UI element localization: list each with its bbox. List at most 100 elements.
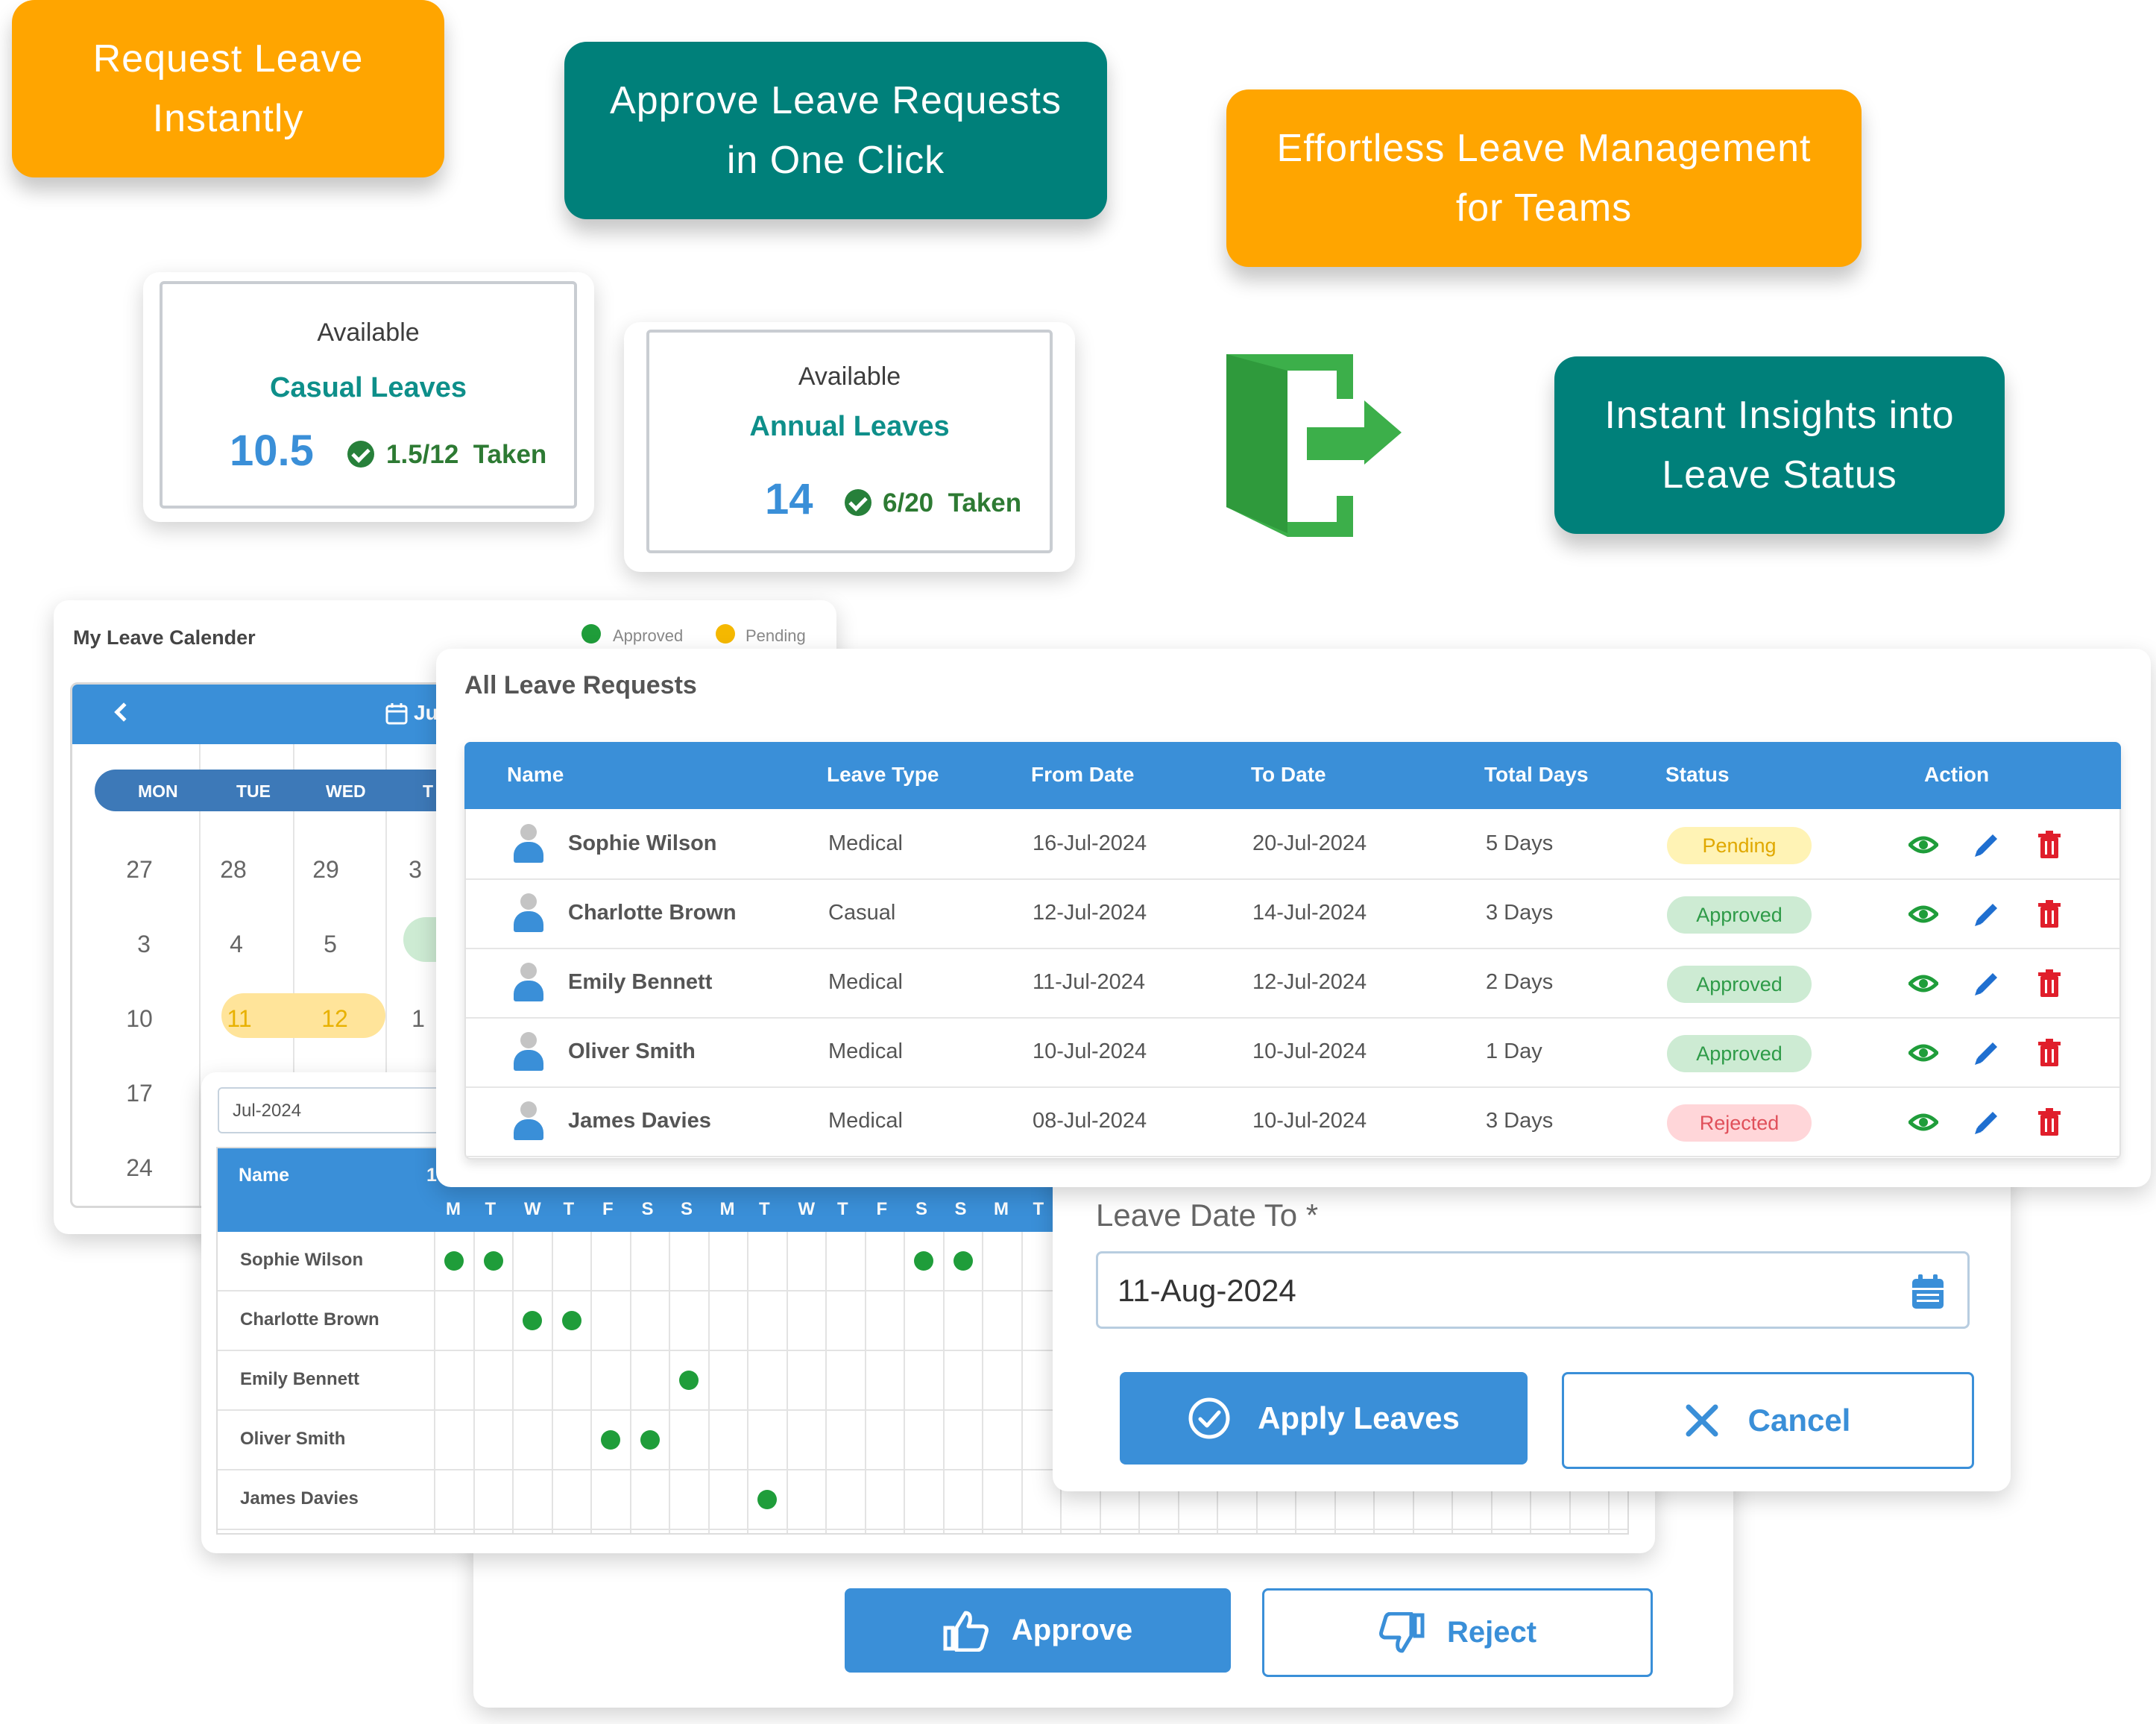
calendar-day[interactable]: 1: [412, 1005, 425, 1032]
day-letter: S: [954, 1199, 967, 1219]
day-letter: T: [485, 1199, 497, 1219]
cell-to-date: 12-Jul-2024: [1252, 970, 1367, 994]
month-select-value: Jul-2024: [233, 1101, 302, 1121]
calendar-day[interactable]: 27: [126, 856, 153, 883]
status-badge: Approved: [1667, 966, 1812, 1003]
eye-icon[interactable]: [1908, 899, 1938, 929]
cancel-button[interactable]: Cancel: [1562, 1372, 1974, 1469]
col-status: Status: [1665, 763, 1730, 786]
calendar-day[interactable]: 3: [137, 931, 151, 957]
eye-icon[interactable]: [1908, 830, 1938, 860]
card-taken: 6/20 Taken: [883, 488, 1022, 517]
edit-icon[interactable]: [1972, 969, 2002, 998]
delete-icon[interactable]: [2034, 1038, 2064, 1068]
check-circle-icon: [347, 441, 374, 468]
calendar-day[interactable]: 10: [126, 1005, 153, 1032]
day-letter: F: [876, 1199, 888, 1219]
cell-name: Oliver Smith: [568, 1039, 696, 1063]
exit-door-icon: [1226, 354, 1402, 537]
approve-button[interactable]: Approve: [845, 1588, 1231, 1673]
delete-icon[interactable]: [2034, 899, 2064, 929]
grid-column-line: [825, 1232, 827, 1533]
grid-row-line: [218, 1469, 1627, 1470]
approved-leave-dot: [561, 1311, 581, 1330]
grid-row-line: [218, 1409, 1627, 1411]
edit-icon[interactable]: [1972, 830, 2002, 860]
card-label: Available: [317, 318, 420, 347]
tag-approve-leave: Approve Leave Requests in One Click: [564, 42, 1107, 219]
tag-insights: Instant Insights into Leave Status: [1554, 356, 2005, 534]
close-icon: [1686, 1404, 1718, 1437]
day-letter: F: [602, 1199, 614, 1219]
cell-from-date: 08-Jul-2024: [1033, 1109, 1147, 1133]
grid-row-name: Sophie Wilson: [240, 1250, 364, 1270]
check-circle-icon: [1188, 1397, 1230, 1439]
grid-column-line: [786, 1232, 788, 1533]
edit-icon[interactable]: [1972, 1038, 2002, 1068]
delete-icon[interactable]: [2034, 969, 2064, 998]
user-avatar-icon: [512, 963, 545, 1003]
delete-icon[interactable]: [2034, 1107, 2064, 1137]
apply-leaves-button[interactable]: Apply Leaves: [1120, 1372, 1528, 1465]
approved-leave-dot: [601, 1430, 620, 1450]
delete-icon[interactable]: [2034, 830, 2064, 860]
day-letter: M: [994, 1199, 1009, 1219]
calendar-day[interactable]: 4: [230, 931, 243, 957]
eye-icon[interactable]: [1908, 1038, 1938, 1068]
calendar-month-label: Ju: [414, 701, 438, 724]
grid-column-line: [864, 1232, 866, 1533]
cell-leave-type: Medical: [828, 1039, 903, 1063]
chevron-left-icon[interactable]: [114, 702, 133, 722]
grid-column-line: [512, 1232, 514, 1533]
edit-icon[interactable]: [1972, 899, 2002, 929]
cell-total-days: 3 Days: [1486, 901, 1554, 925]
tag-effortless-text: Effortless Leave Management for Teams: [1276, 127, 1812, 230]
calendar-day[interactable]: 24: [126, 1154, 153, 1181]
table-row: Sophie Wilson Medical 16-Jul-2024 20-Jul-20…: [466, 809, 2119, 880]
user-avatar-icon: [512, 824, 545, 864]
card-taken: 1.5/12 Taken: [386, 440, 547, 469]
col-to-date: To Date: [1251, 763, 1326, 786]
eye-icon[interactable]: [1908, 969, 1938, 998]
approved-leave-dot: [757, 1490, 777, 1509]
edit-icon[interactable]: [1972, 1107, 2002, 1137]
tag-request-leave-text: Request Leave Instantly: [92, 37, 364, 140]
calendar-day[interactable]: 3: [409, 856, 422, 883]
calendar-day[interactable]: 28: [220, 856, 247, 883]
table-row: James Davies Medical 08-Jul-2024 10-Jul-202…: [466, 1086, 2119, 1157]
calendar-day-pending[interactable]: 12: [321, 1005, 348, 1032]
leave-date-to-label: Leave Date To *: [1096, 1198, 1319, 1233]
calendar-day[interactable]: 17: [126, 1080, 153, 1107]
calendar-day[interactable]: 29: [312, 856, 339, 883]
leave-requests-panel: All Leave Requests Name Leave Type From …: [436, 649, 2151, 1187]
month-select[interactable]: Jul-2024: [218, 1087, 635, 1133]
weekday-tue: TUE: [236, 781, 271, 801]
pending-range-marker: [221, 993, 385, 1038]
reject-button[interactable]: Reject: [1262, 1588, 1653, 1677]
day-letter: M: [446, 1199, 461, 1219]
card-title: Annual Leaves: [749, 411, 950, 442]
grid-row-line: [218, 1529, 1627, 1530]
thumbs-up-icon: [943, 1611, 989, 1652]
calendar-day[interactable]: 5: [324, 931, 337, 957]
cell-leave-type: Casual: [828, 901, 896, 925]
cell-leave-type: Medical: [828, 1109, 903, 1133]
day-letter: W: [798, 1199, 816, 1219]
eye-icon[interactable]: [1908, 1107, 1938, 1137]
grid-column-line: [590, 1232, 592, 1533]
grid-column-line: [1021, 1232, 1023, 1533]
user-avatar-icon: [512, 893, 545, 934]
grid-column-line: [629, 1232, 631, 1533]
calendar-day-pending[interactable]: 11: [227, 1005, 252, 1032]
cell-total-days: 2 Days: [1486, 970, 1554, 994]
calendar-icon[interactable]: [1911, 1273, 1945, 1310]
cell-to-date: 10-Jul-2024: [1252, 1109, 1367, 1133]
leave-date-to-field[interactable]: 11-Aug-2024: [1096, 1251, 1970, 1329]
leave-form-panel: Leave Date To * 11-Aug-2024 Apply Leaves…: [1053, 1141, 2011, 1491]
approved-leave-dot: [483, 1251, 503, 1271]
leave-requests-title: All Leave Requests: [464, 671, 697, 699]
tag-request-leave: Request Leave Instantly: [12, 0, 444, 177]
annual-leave-card: Available Annual Leaves 14 6/20 Taken: [624, 322, 1075, 572]
cancel-label: Cancel: [1747, 1403, 1851, 1438]
col-leave-type: Leave Type: [827, 763, 939, 786]
